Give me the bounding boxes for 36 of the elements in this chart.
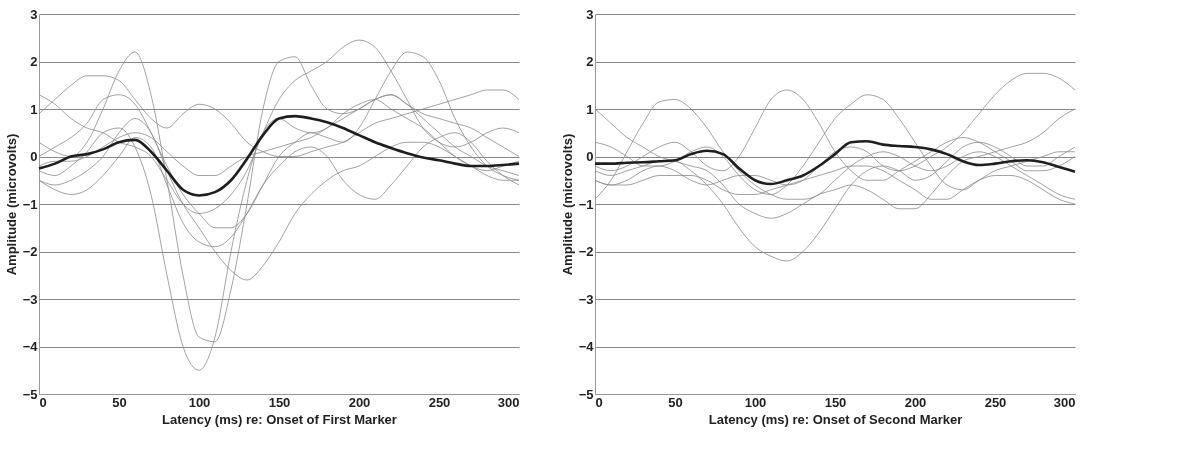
y-tick-label: 1	[30, 101, 38, 117]
y-tick-label: 3	[30, 6, 38, 22]
x-tick-label: 150	[824, 394, 847, 410]
x-tick-label: 250	[428, 394, 451, 410]
y-tick-label: −3	[578, 291, 594, 307]
y-tick-label: 0	[586, 149, 594, 164]
x-tick-label: 250	[984, 394, 1007, 410]
x-tick-label: 150	[268, 394, 291, 410]
y-tick-label: −4	[22, 339, 39, 354]
x-tick-label: 300	[497, 394, 520, 410]
y-tick-label: 3	[586, 6, 594, 22]
y-tick-label: −2	[578, 244, 594, 259]
y-tick-label: −4	[578, 339, 595, 354]
x-axis-title: Latency (ms) re: Onset of Second Marker	[708, 411, 963, 427]
y-tick-label: 2	[30, 54, 38, 69]
y-tick-label: 0	[30, 149, 38, 164]
x-tick-label: 200	[348, 394, 371, 410]
x-tick-label: 100	[188, 394, 211, 410]
y-tick-label: −3	[22, 291, 38, 307]
y-tick-label: −1	[578, 196, 594, 212]
y-tick-label: −5	[22, 386, 38, 402]
y-tick-label: −2	[22, 244, 38, 259]
y-axis-title: Amplitude (microvolts)	[3, 133, 19, 276]
y-tick-label: 2	[586, 54, 594, 69]
x-tick-label: 50	[112, 394, 127, 410]
y-tick-label: −1	[22, 196, 38, 212]
x-tick-label: 200	[904, 394, 927, 410]
x-tick-label: 100	[744, 394, 767, 410]
y-tick-label: 1	[586, 101, 594, 117]
x-axis-title: Latency (ms) re: Onset of First Marker	[162, 411, 397, 427]
x-tick-label: 50	[668, 394, 683, 410]
line-series	[37, 114, 521, 197]
x-tick-label: 300	[1053, 394, 1076, 410]
line-series	[593, 140, 1077, 186]
y-axis-title: Amplitude (microvolts)	[559, 133, 575, 276]
y-tick-label: −5	[578, 386, 594, 402]
